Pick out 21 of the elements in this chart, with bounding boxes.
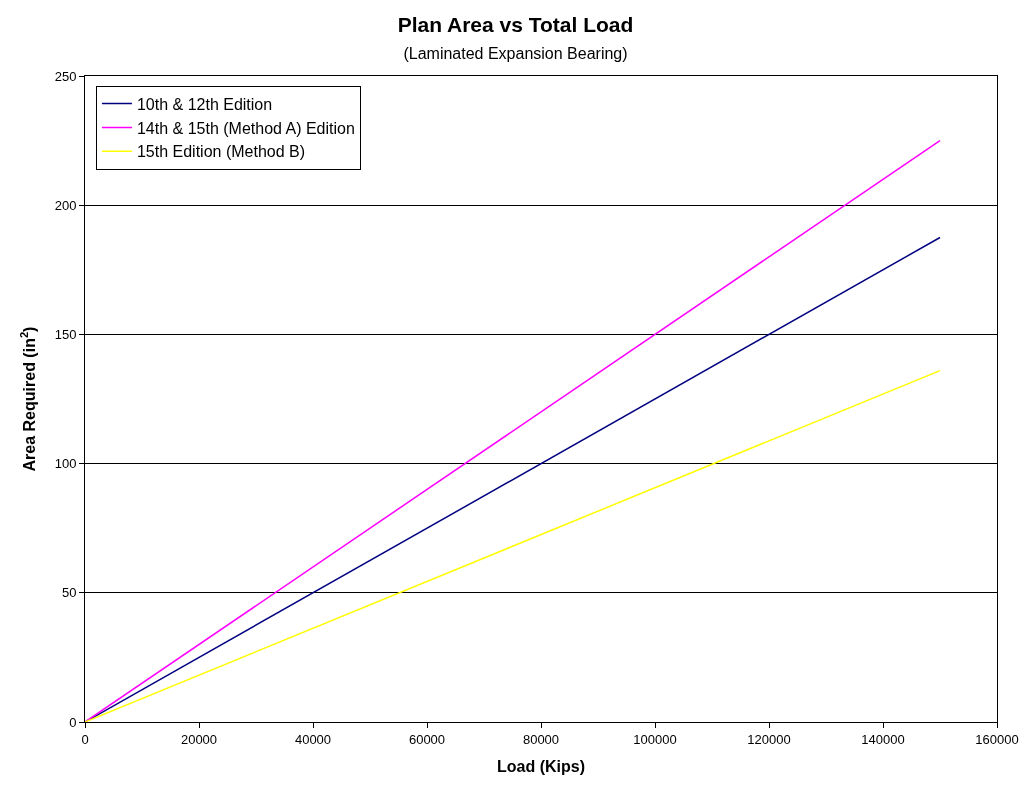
- legend-label: 14th & 15th (Method A) Edition: [136, 119, 355, 137]
- y-tick-label: 0: [69, 714, 77, 730]
- y-tick-label: 250: [54, 68, 77, 84]
- x-tick-label: 140000: [861, 731, 905, 747]
- legend-label: 15th Edition (Method B): [136, 143, 306, 161]
- y-tick-label: 50: [61, 585, 77, 601]
- legend-label: 10th & 12th Edition: [136, 95, 273, 113]
- x-tick-label: 160000: [975, 731, 1019, 747]
- chart-subtitle: (Laminated Expansion Bearing): [403, 45, 628, 63]
- x-tick-label: 0: [81, 731, 89, 747]
- x-tick-label: 60000: [408, 731, 446, 747]
- y-tick-label: 200: [54, 197, 77, 213]
- y-tick-label: 100: [54, 456, 77, 472]
- chart-title: Plan Area vs Total Load: [397, 12, 634, 36]
- x-axis-title: Load (Kips): [497, 758, 585, 776]
- x-tick-label: 120000: [747, 731, 791, 747]
- x-tick-label: 80000: [522, 731, 560, 747]
- y-tick-label: 150: [54, 326, 77, 342]
- x-tick-label: 40000: [294, 731, 332, 747]
- x-tick-label: 20000: [180, 731, 218, 747]
- x-tick-label: 100000: [633, 731, 677, 747]
